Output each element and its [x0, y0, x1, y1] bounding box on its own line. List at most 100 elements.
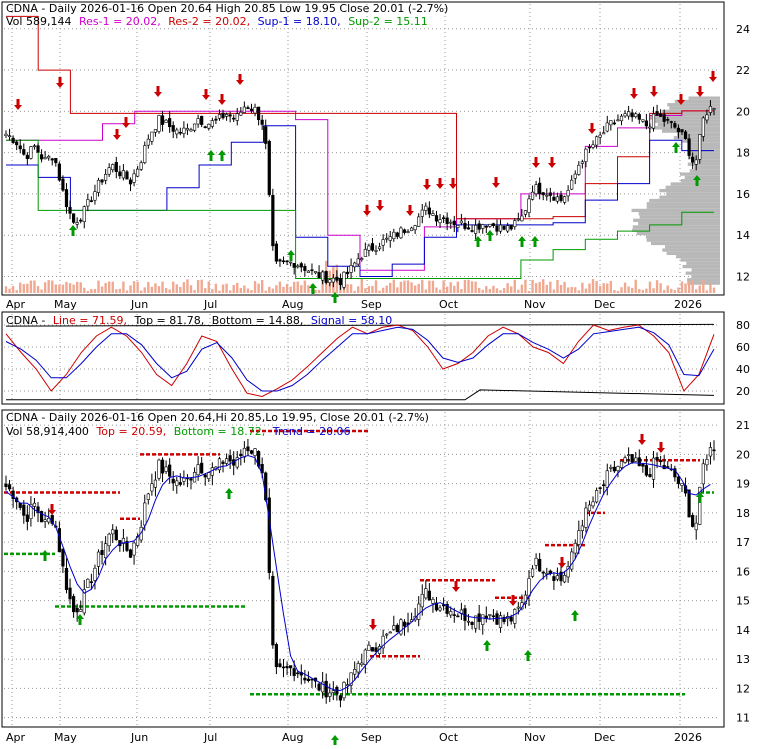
- candle-body: [203, 474, 207, 478]
- volume-bar: [616, 290, 620, 293]
- candle-body: [79, 609, 83, 612]
- volume-bar: [406, 280, 410, 293]
- candle-body: [509, 224, 513, 230]
- volume-profile-bar: [680, 258, 720, 262]
- candle-body: [150, 483, 154, 492]
- volume-bar: [61, 284, 65, 293]
- volume-profile-bar: [650, 241, 720, 246]
- candle-body: [125, 541, 129, 551]
- volume-bar: [591, 279, 595, 293]
- volume-bar: [424, 289, 428, 293]
- candle-body: [356, 663, 360, 673]
- volume-profile-bar: [657, 122, 720, 127]
- x-tick-label: Aug: [282, 731, 303, 744]
- x-tick-label: Oct: [439, 298, 459, 311]
- candle-body: [559, 194, 563, 201]
- volume-profile-bar: [679, 172, 720, 176]
- candle-body: [321, 271, 325, 281]
- price-panel-frame: [1, 1, 725, 296]
- candle-body: [367, 644, 371, 651]
- top-label: Top = 81.78,: [134, 314, 205, 327]
- candle-body: [594, 490, 599, 503]
- candle-body: [676, 127, 681, 133]
- candle-body: [121, 170, 126, 179]
- volume-bar: [581, 282, 584, 293]
- candle-body: [598, 487, 602, 489]
- y-tick-label: 60: [736, 341, 750, 354]
- volume-bar: [662, 289, 666, 293]
- volume-bar: [264, 290, 267, 293]
- volume-bar: [207, 281, 210, 293]
- volume-profile-bar: [639, 215, 720, 219]
- candle-body: [566, 566, 570, 578]
- volume-bar: [72, 284, 75, 293]
- candle-body: [217, 114, 222, 119]
- candle-body: [705, 459, 709, 466]
- y-tick-label: 22: [736, 64, 750, 77]
- support-resistance-lines: [6, 15, 714, 279]
- sup1-label: Sup-1 = 18.10,: [258, 15, 341, 28]
- candle-body: [36, 145, 40, 153]
- candle-body: [47, 156, 51, 159]
- volume-bar: [225, 283, 228, 293]
- volume-profile-bar: [659, 188, 720, 193]
- candle-body: [705, 114, 709, 121]
- trend-volume-label: Vol 58,914,400: [6, 425, 89, 438]
- x-tick-label: Jun: [130, 731, 148, 744]
- volume-profile-bar: [649, 198, 720, 203]
- oscillator-lines: [5, 323, 715, 401]
- sell-arrow: [406, 205, 414, 216]
- volume-bar: [22, 284, 25, 293]
- volume-bar: [296, 281, 299, 293]
- volume-profile-bar: [646, 202, 720, 206]
- volume-bar: [132, 281, 136, 293]
- candle-body: [328, 692, 332, 697]
- candle-body: [381, 635, 385, 649]
- candle-body: [680, 483, 684, 486]
- candle-body: [328, 279, 332, 283]
- candle-body: [701, 463, 705, 485]
- volume-bar: [157, 286, 161, 293]
- candle-body: [360, 258, 364, 260]
- candle-body: [623, 113, 627, 117]
- candle-body: [196, 464, 200, 476]
- volume-profile-bar: [689, 146, 720, 150]
- candle-body: [246, 446, 250, 452]
- buy-arrow: [531, 236, 539, 247]
- candle-body: [424, 588, 428, 599]
- volume-bar: [470, 281, 474, 293]
- candle-body: [520, 215, 524, 222]
- y-tick-label: 19: [736, 478, 750, 491]
- volume-bar: [83, 287, 86, 293]
- volume-bar: [250, 290, 253, 293]
- candle-body: [25, 514, 29, 522]
- candle-body: [153, 129, 158, 133]
- candle-body: [200, 462, 204, 474]
- candle-body: [395, 232, 399, 237]
- candle-body: [321, 681, 325, 693]
- buy-arrow: [483, 640, 491, 651]
- candle-body: [313, 271, 318, 274]
- volume-bar: [175, 284, 178, 293]
- candle-body: [100, 549, 104, 555]
- volume-profile-bar: [666, 251, 720, 256]
- candle-body: [356, 258, 360, 265]
- candle-body: [587, 504, 592, 512]
- volume-bar: [104, 283, 107, 293]
- candle-body: [111, 164, 115, 171]
- candle-body: [417, 603, 421, 620]
- volume-bar: [566, 287, 570, 293]
- candle-body: [712, 108, 716, 110]
- candle-body: [573, 173, 577, 179]
- volume-bar: [204, 288, 207, 293]
- volume-bar: [43, 282, 47, 293]
- volume-profile-bar: [685, 271, 720, 275]
- candle-body: [210, 467, 214, 476]
- candle-body: [488, 614, 492, 616]
- volume-bar: [666, 285, 669, 293]
- volume-bar: [645, 288, 648, 293]
- volume-bar: [15, 290, 18, 293]
- volume-bar: [399, 281, 403, 293]
- candle-body: [224, 458, 229, 464]
- candle-body: [104, 174, 108, 181]
